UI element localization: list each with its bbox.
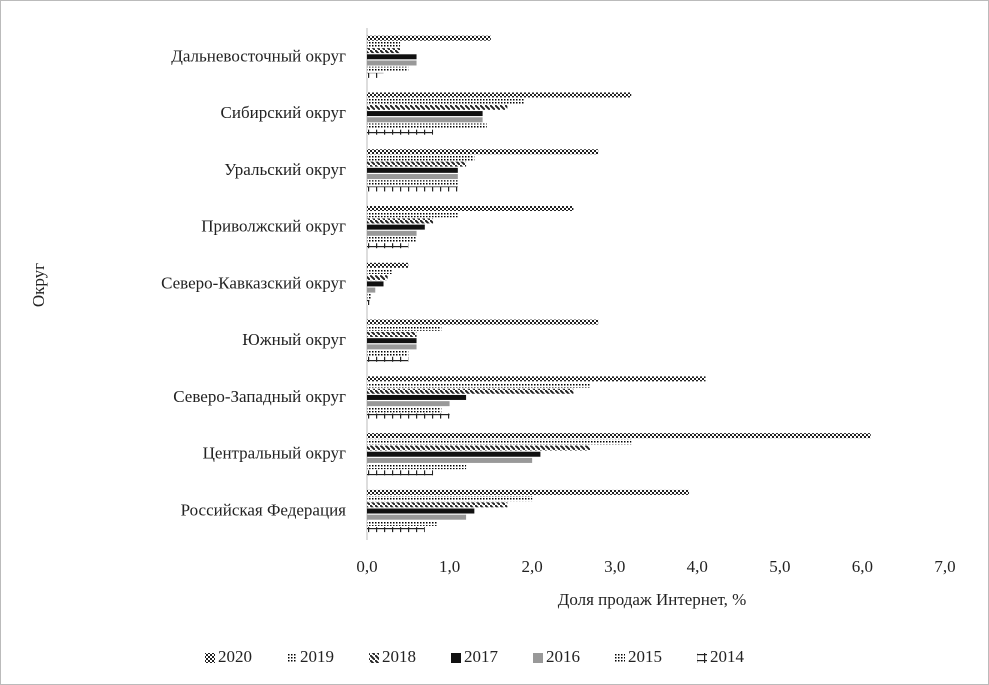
bar (367, 470, 434, 476)
bar (367, 433, 871, 439)
legend-swatch (697, 653, 707, 663)
y-tick-label: Северо-Западный округ (173, 387, 346, 406)
bar (367, 117, 483, 123)
bar (367, 382, 590, 388)
bar (367, 237, 417, 243)
bar (367, 457, 533, 463)
bar (367, 350, 409, 356)
x-tick-label: 6,0 (852, 557, 873, 576)
legend-swatch (615, 653, 625, 663)
bar (367, 489, 690, 495)
x-tick-label: 4,0 (687, 557, 708, 576)
bar (367, 35, 491, 41)
y-tick-label: Приволжский округ (201, 217, 346, 236)
bar (367, 300, 370, 305)
bar (367, 167, 458, 173)
bar (367, 48, 401, 54)
bar (367, 520, 438, 526)
y-axis-label: Округ (29, 263, 48, 307)
bar (367, 451, 541, 457)
bar (367, 514, 467, 520)
bar (367, 275, 388, 281)
bar (367, 407, 442, 413)
bar (367, 445, 590, 451)
bar (367, 293, 372, 299)
y-tick-label: Южный округ (242, 330, 346, 349)
legend-label: 2020 (218, 647, 252, 666)
bar (367, 186, 458, 192)
legend-swatch (287, 653, 297, 663)
bar (367, 439, 632, 445)
x-tick-label: 1,0 (439, 557, 460, 576)
y-tick-label: Северо-Кавказский округ (161, 273, 346, 292)
legend-label: 2014 (710, 647, 745, 666)
x-tick-label: 7,0 (934, 557, 955, 576)
bar (367, 413, 450, 419)
bar (367, 174, 458, 180)
bar (367, 344, 417, 350)
legend-swatch (369, 653, 379, 663)
bar (367, 180, 458, 186)
y-tick-label: Уральский округ (224, 160, 346, 179)
bar (367, 527, 425, 533)
bar (367, 155, 475, 161)
x-tick-label: 3,0 (604, 557, 625, 576)
bar (367, 464, 467, 470)
x-tick-label: 2,0 (522, 557, 543, 576)
legend-label: 2015 (628, 647, 662, 666)
bar (367, 66, 409, 72)
bar (367, 161, 467, 167)
bar (367, 262, 409, 268)
legend-label: 2018 (382, 647, 416, 666)
bar (367, 319, 599, 325)
y-tick-label: Дальневосточный округ (171, 46, 346, 65)
x-axis-label: Доля продаж Интернет, % (558, 590, 747, 609)
bar (367, 502, 508, 508)
bar (367, 230, 417, 236)
legend-swatch (451, 653, 461, 663)
bar (367, 388, 574, 394)
bar (367, 394, 467, 400)
bar (367, 287, 376, 293)
y-tick-label: Сибирский округ (221, 103, 346, 122)
bar (367, 92, 632, 98)
legend-swatch (533, 653, 543, 663)
x-tick-label: 0,0 (356, 557, 377, 576)
legend-label: 2019 (300, 647, 334, 666)
bar (367, 41, 401, 47)
bar (367, 129, 434, 135)
bar (367, 508, 475, 514)
bar (367, 269, 392, 274)
bar (367, 111, 483, 117)
legend-label: 2016 (546, 647, 580, 666)
bar (367, 325, 442, 331)
legend-label: 2017 (464, 647, 499, 666)
bar (367, 54, 417, 60)
bar (367, 496, 533, 502)
legend-swatch (205, 653, 215, 663)
bar (367, 212, 458, 218)
bar (367, 206, 574, 212)
bar (367, 98, 524, 104)
bar (367, 331, 417, 337)
bar (367, 376, 706, 382)
bar (367, 149, 599, 155)
bar (367, 281, 384, 287)
bar (367, 123, 487, 129)
bar (367, 104, 508, 110)
bar (367, 243, 409, 249)
x-tick-label: 5,0 (769, 557, 790, 576)
bar (367, 338, 417, 344)
bar (367, 401, 450, 407)
y-tick-label: Российская Федерация (181, 501, 347, 520)
bar (367, 218, 434, 224)
bar (367, 72, 384, 78)
y-tick-label: Центральный округ (203, 444, 346, 463)
bar (367, 224, 425, 230)
bar (367, 60, 417, 66)
bar (367, 356, 409, 362)
